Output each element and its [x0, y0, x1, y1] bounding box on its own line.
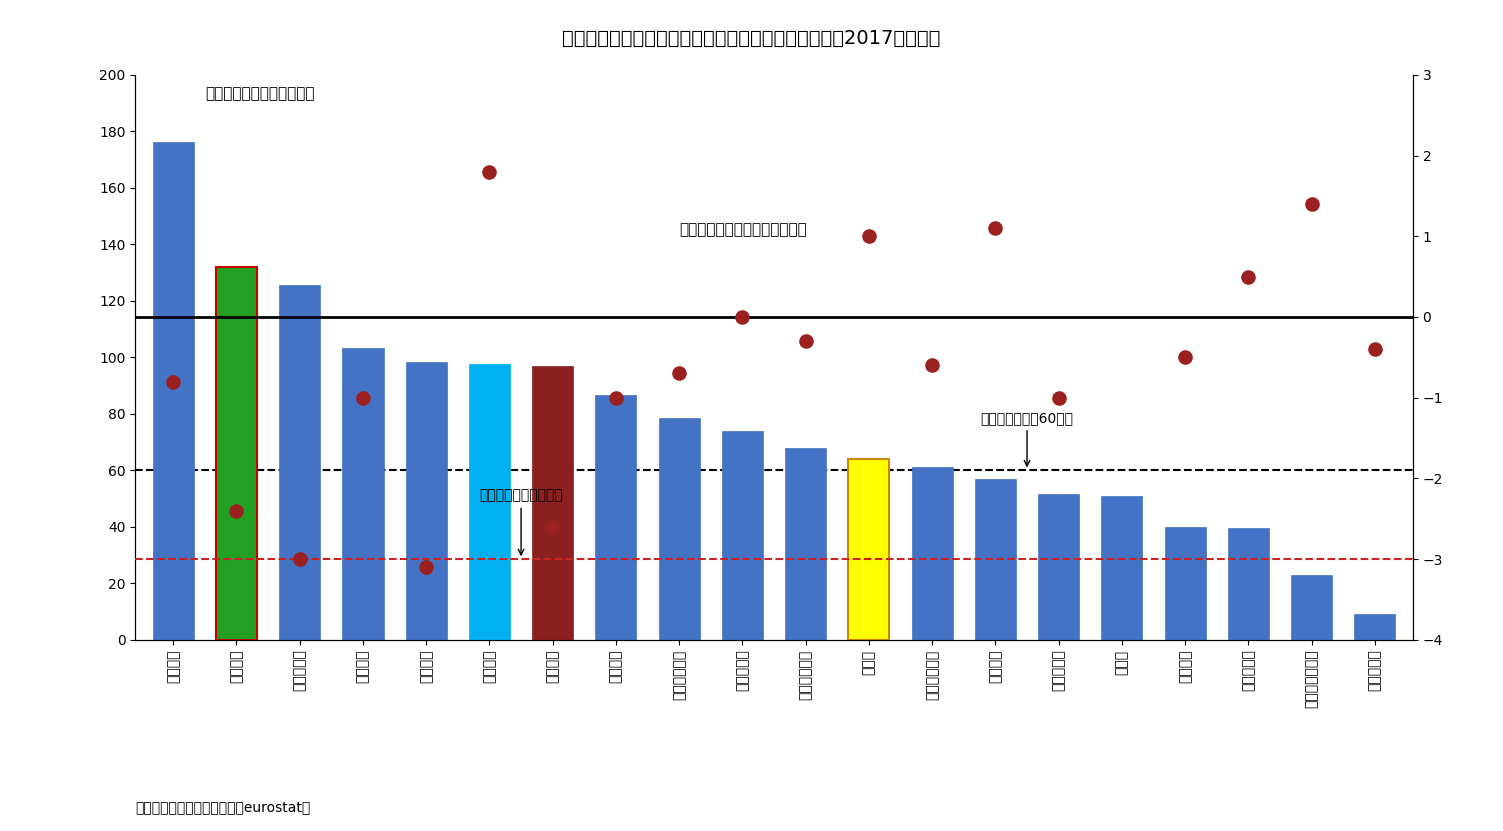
- Point: [667, 366, 691, 380]
- Bar: [343, 347, 383, 640]
- Bar: [1165, 527, 1205, 640]
- Text: （資料）欧州委員会統計局（eurostat）: （資料）欧州委員会統計局（eurostat）: [135, 800, 311, 814]
- Text: 健全性の目安（60％）: 健全性の目安（60％）: [980, 411, 1073, 466]
- Point: [287, 553, 311, 566]
- Text: 【財政収支（右目盛り）】: 【財政収支（右目盛り）】: [204, 86, 314, 101]
- Bar: [595, 395, 636, 640]
- Text: 【政府債務残高（左目盛り）】: 【政府債務残高（左目盛り）】: [679, 222, 807, 237]
- Point: [350, 391, 374, 405]
- Bar: [1039, 494, 1079, 640]
- Bar: [216, 268, 257, 640]
- Point: [541, 520, 565, 534]
- Bar: [153, 142, 194, 640]
- Bar: [721, 430, 764, 640]
- Point: [1300, 197, 1324, 210]
- Point: [1237, 270, 1261, 283]
- Text: ユーロ参加国の政府債務残高と財政収支対ＧＤＰ比（2017年実績）: ユーロ参加国の政府債務残高と財政収支対ＧＤＰ比（2017年実績）: [562, 29, 941, 48]
- Point: [730, 310, 755, 323]
- Bar: [658, 418, 700, 640]
- Bar: [532, 366, 573, 640]
- Point: [1174, 351, 1198, 364]
- Point: [920, 359, 944, 372]
- Point: [794, 335, 818, 348]
- Point: [604, 391, 628, 405]
- Bar: [280, 285, 320, 640]
- Point: [983, 222, 1007, 235]
- Point: [478, 165, 502, 179]
- Bar: [1291, 575, 1332, 640]
- Bar: [975, 479, 1016, 640]
- Bar: [912, 467, 953, 640]
- Point: [224, 504, 248, 518]
- Bar: [848, 459, 890, 640]
- Bar: [1228, 528, 1269, 640]
- Bar: [785, 448, 827, 640]
- Point: [415, 561, 439, 574]
- Bar: [1102, 496, 1142, 640]
- Point: [857, 229, 881, 243]
- Point: [1109, 36, 1133, 49]
- Point: [161, 375, 185, 388]
- Bar: [406, 362, 446, 640]
- Bar: [469, 364, 510, 640]
- Point: [1046, 391, 1070, 405]
- Text: 健全性の目安（３％）: 健全性の目安（３％）: [479, 489, 564, 555]
- Bar: [1354, 614, 1395, 640]
- Point: [1363, 342, 1387, 356]
